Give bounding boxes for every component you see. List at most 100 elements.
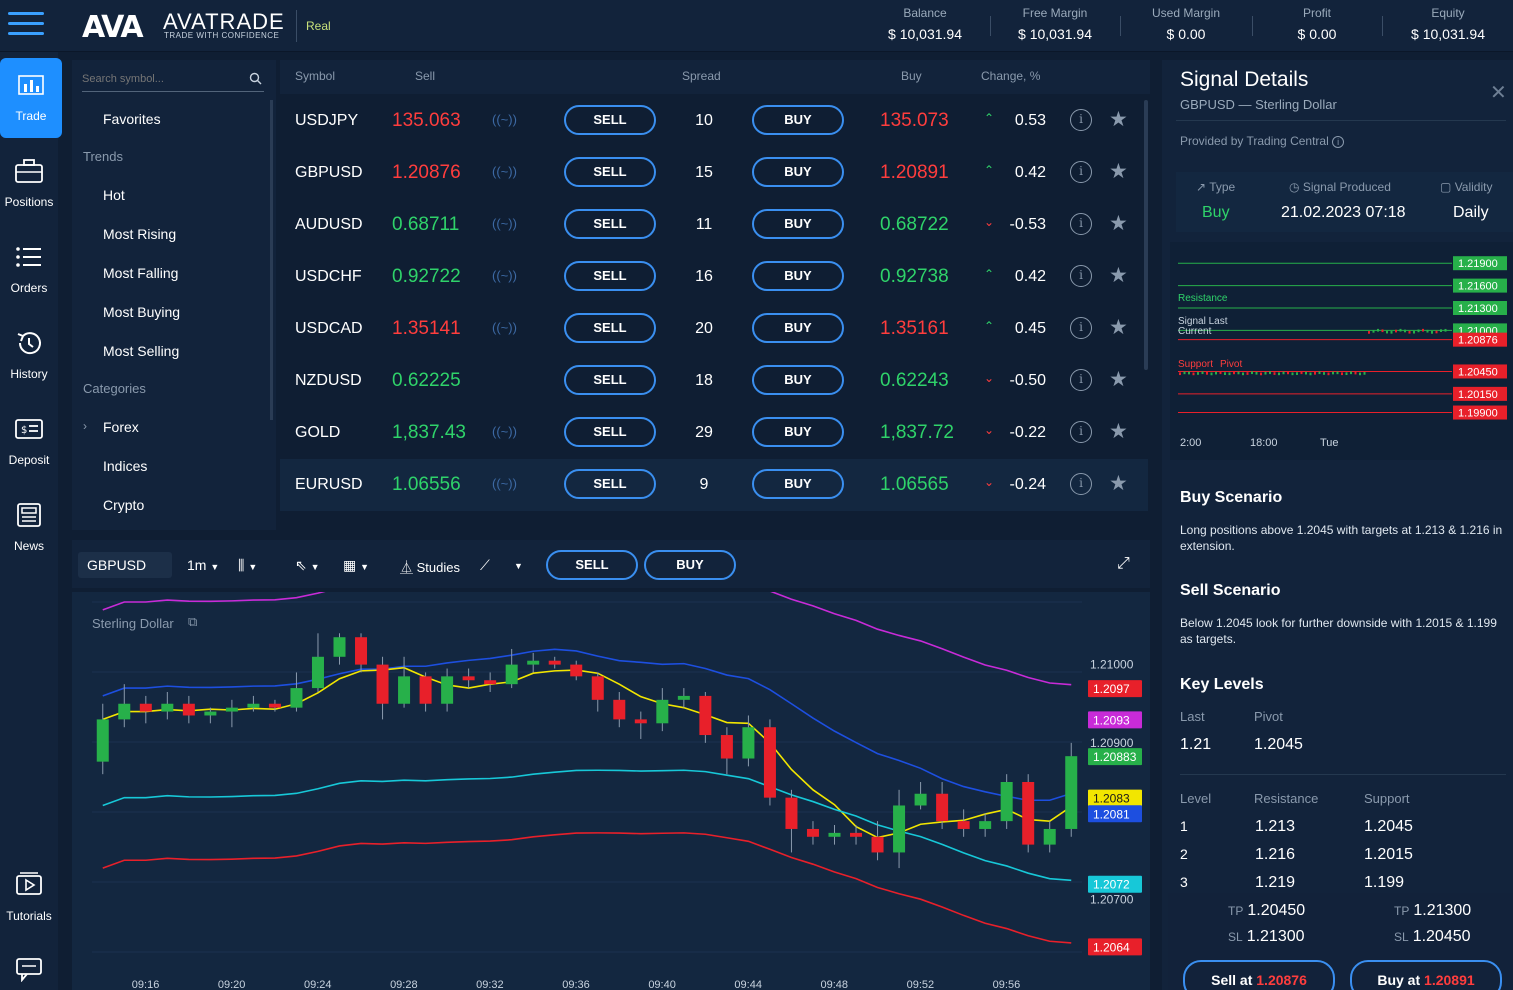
nav-orders[interactable]: Orders xyxy=(0,230,58,310)
info-icon[interactable]: i xyxy=(1070,161,1092,183)
price-badge-label: 1.2081 xyxy=(1093,807,1130,821)
row-sell-button[interactable]: SELL xyxy=(564,417,656,447)
table-row[interactable]: EURUSD 1.06556 ((~)) SELL 9 BUY 1.06565 ⌄ -0.24 i… xyxy=(280,459,1148,511)
row-sell-button[interactable]: SELL xyxy=(564,469,656,499)
trend-item[interactable]: Hot xyxy=(103,187,125,203)
row-sell-button[interactable]: SELL xyxy=(564,313,656,343)
table-row[interactable]: USDCAD 1.35141 ((~)) SELL 20 BUY 1.35161 ⌃ 0.45 i… xyxy=(280,303,1148,355)
close-icon[interactable]: ✕ xyxy=(1490,82,1507,104)
row-buy-button[interactable]: BUY xyxy=(752,105,844,135)
row-buy-button[interactable]: BUY xyxy=(752,365,844,395)
draw-tool-button[interactable]: ⟋ xyxy=(480,557,490,574)
info-icon[interactable]: i xyxy=(1070,421,1092,443)
category-item[interactable]: Forex xyxy=(103,419,139,435)
tp-label: TP xyxy=(1394,904,1410,918)
col-symbol[interactable]: Symbol xyxy=(295,69,336,83)
layout-icon: ▦ xyxy=(343,557,357,573)
star-icon[interactable]: ★ xyxy=(1109,160,1128,183)
top-bar xyxy=(0,0,1513,52)
trend-item[interactable]: Most Rising xyxy=(103,226,177,242)
table-row[interactable]: GBPUSD 1.20876 ((~)) SELL 15 BUY 1.20891 ⌃ 0.42 i… xyxy=(280,147,1148,199)
info-icon[interactable]: i xyxy=(1332,136,1345,148)
info-icon[interactable]: i xyxy=(1070,317,1092,339)
candle-body xyxy=(204,711,217,716)
layout-select[interactable]: ▦ ▼ xyxy=(343,557,369,574)
col-change[interactable]: Change, % xyxy=(981,69,1041,83)
price-chart[interactable]: 1.21000 1.20900 1.20700 1.2097 1.2093 1.20883… xyxy=(72,592,1150,990)
time-tick-label: 09:56 xyxy=(993,979,1021,990)
info-icon[interactable]: i xyxy=(1070,369,1092,391)
star-icon[interactable]: ★ xyxy=(1109,368,1128,391)
row-sell-button[interactable]: SELL xyxy=(564,105,656,135)
candle-body xyxy=(1065,756,1078,829)
category-item[interactable]: Indices xyxy=(103,458,148,474)
timeframe-select[interactable]: 1m ▼ xyxy=(187,557,219,573)
candle-body xyxy=(871,836,884,853)
row-buy-button[interactable]: BUY xyxy=(752,261,844,291)
table-row[interactable]: AUDUSD 0.68711 ((~)) SELL 11 BUY 0.68722 ⌄ -0.53… xyxy=(280,199,1148,251)
nav-positions[interactable]: Positions xyxy=(0,144,58,224)
row-buy-button[interactable]: BUY xyxy=(752,313,844,343)
search-input[interactable] xyxy=(82,68,232,90)
signal-title: Signal Details xyxy=(1180,68,1309,91)
bar-chart-icon xyxy=(18,75,44,95)
time-tick-label: 09:16 xyxy=(132,979,160,990)
sell-at-button[interactable]: Sell at 1.20876 xyxy=(1183,960,1335,990)
candle-body xyxy=(118,703,131,720)
nav-chat[interactable] xyxy=(0,942,58,990)
row-buy-button[interactable]: BUY xyxy=(752,417,844,447)
info-icon[interactable]: i xyxy=(1070,109,1092,131)
chevron-down-icon[interactable]: ▼ xyxy=(514,561,523,571)
search-icon[interactable] xyxy=(249,72,262,85)
nav-history[interactable]: History xyxy=(0,316,58,396)
chart-buy-button[interactable]: BUY xyxy=(644,550,736,580)
table-row[interactable]: NZDUSD 0.62225 SELL 18 BUY 0.62243 ⌄ -0.50 i ★ xyxy=(280,355,1148,407)
trend-item[interactable]: Most Selling xyxy=(103,343,180,359)
row-sell-button[interactable]: SELL xyxy=(564,157,656,187)
studies-button[interactable]: ⏅ Studies xyxy=(400,557,460,576)
scrollbar[interactable] xyxy=(270,100,273,420)
nav-deposit[interactable]: $ Deposit xyxy=(0,402,58,482)
nav-trade[interactable]: Trade xyxy=(0,58,62,138)
chart-symbol-select[interactable]: GBPUSD xyxy=(78,552,172,578)
external-link-icon[interactable]: ⧉ xyxy=(188,614,198,629)
info-icon[interactable]: i xyxy=(1070,473,1092,495)
buy-at-button[interactable]: Buy at 1.20891 xyxy=(1350,960,1502,990)
cursor-select[interactable]: ⇖ ▼ xyxy=(295,557,320,574)
row-sell-button[interactable]: SELL xyxy=(564,261,656,291)
candle-body xyxy=(311,656,324,689)
info-icon[interactable]: i xyxy=(1070,213,1092,235)
trend-item[interactable]: Most Falling xyxy=(103,265,179,281)
star-icon[interactable]: ★ xyxy=(1109,264,1128,287)
category-favorites[interactable]: Favorites xyxy=(103,111,161,127)
chart-sell-button[interactable]: SELL xyxy=(546,550,638,580)
star-icon[interactable]: ★ xyxy=(1109,212,1128,235)
hamburger-menu-icon[interactable] xyxy=(8,12,44,38)
col-buy[interactable]: Buy xyxy=(901,69,922,83)
trend-item[interactable]: Most Buying xyxy=(103,304,181,320)
sl-label: SL xyxy=(1394,930,1409,944)
row-buy-button[interactable]: BUY xyxy=(752,157,844,187)
chart-type-select[interactable]: ⫼ ▼ xyxy=(238,557,257,574)
nav-tutorials[interactable]: Tutorials xyxy=(0,858,58,938)
col-sell[interactable]: Sell xyxy=(415,69,436,83)
nav-news[interactable]: News xyxy=(0,488,58,568)
star-icon[interactable]: ★ xyxy=(1109,108,1128,131)
expand-icon[interactable]: ⤢ xyxy=(1117,555,1130,572)
info-icon[interactable]: i xyxy=(1070,265,1092,287)
category-item[interactable]: Crypto xyxy=(103,497,145,513)
table-row[interactable]: USDJPY 135.063 ((~)) SELL 10 BUY 135.073 ⌃ 0.53 i… xyxy=(280,95,1148,147)
star-icon[interactable]: ★ xyxy=(1109,316,1128,339)
table-row[interactable]: USDCHF 0.92722 ((~)) SELL 16 BUY 0.92738 ⌃ 0.42 i… xyxy=(280,251,1148,303)
table-row[interactable]: GOLD 1,837.43 ((~)) SELL 29 BUY 1,837.72 ⌄ -0.22… xyxy=(280,407,1148,459)
row-buy-button[interactable]: BUY xyxy=(752,209,844,239)
divider xyxy=(1180,774,1506,775)
price-badge xyxy=(1088,748,1142,766)
row-buy-button[interactable]: BUY xyxy=(752,469,844,499)
col-spread[interactable]: Spread xyxy=(682,69,721,83)
row-sell-button[interactable]: SELL xyxy=(564,209,656,239)
scrollbar[interactable] xyxy=(1144,100,1148,370)
row-sell-button[interactable]: SELL xyxy=(564,365,656,395)
star-icon[interactable]: ★ xyxy=(1109,420,1128,443)
star-icon[interactable]: ★ xyxy=(1109,472,1128,495)
